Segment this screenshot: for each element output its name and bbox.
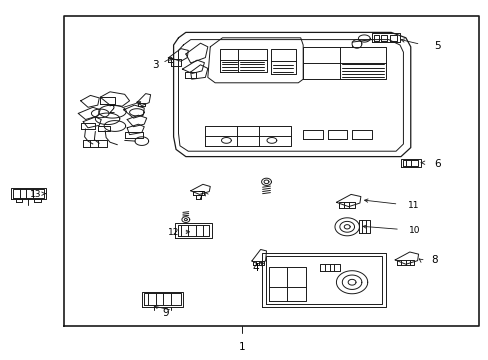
Text: 4: 4 — [252, 263, 259, 273]
Text: 11: 11 — [407, 201, 418, 210]
Text: 6: 6 — [433, 159, 440, 169]
Text: 7: 7 — [197, 191, 203, 201]
Text: 5: 5 — [433, 41, 440, 51]
Text: 9: 9 — [162, 308, 168, 318]
Text: 2: 2 — [108, 105, 115, 115]
Text: 8: 8 — [430, 255, 437, 265]
Text: 3: 3 — [152, 60, 159, 70]
Text: 10: 10 — [408, 226, 420, 235]
Text: 13: 13 — [30, 190, 41, 199]
Text: 12: 12 — [167, 228, 179, 237]
Text: 1: 1 — [238, 342, 245, 352]
